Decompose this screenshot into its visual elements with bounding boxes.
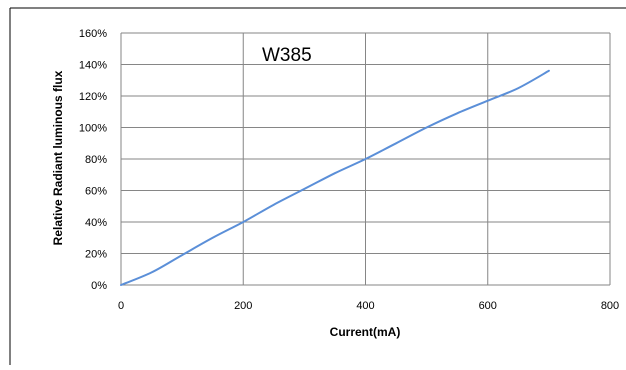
y-tick-label: 100% [79, 123, 107, 135]
x-tick-label: 800 [601, 300, 619, 312]
y-tick-label: 20% [85, 249, 107, 261]
axes [120, 33, 610, 286]
x-tick-label: 0 [118, 300, 124, 312]
y-tick-label: 160% [79, 28, 107, 40]
y-tick-label: 60% [85, 186, 107, 198]
x-axis-label: Current(mA) [330, 325, 401, 339]
x-tick-label: 200 [234, 300, 252, 312]
tick-labels: 0% 20% 40% 60% 80% 100% 120% 140% 160% 0 200 400 600… [79, 28, 619, 312]
x-tick-label: 600 [479, 300, 497, 312]
x-tick-label: 400 [356, 300, 374, 312]
y-axis-label: Relative Radiant luminous flux [51, 70, 65, 245]
y-tick-label: 120% [79, 91, 107, 103]
y-tick-label: 0% [91, 280, 107, 292]
y-tick-label: 40% [85, 217, 107, 229]
series-layer [120, 69, 550, 286]
y-tick-label: 80% [85, 154, 107, 166]
series-line [120, 69, 550, 286]
chart-title: W385 [262, 45, 312, 66]
y-tick-label: 140% [79, 60, 107, 72]
